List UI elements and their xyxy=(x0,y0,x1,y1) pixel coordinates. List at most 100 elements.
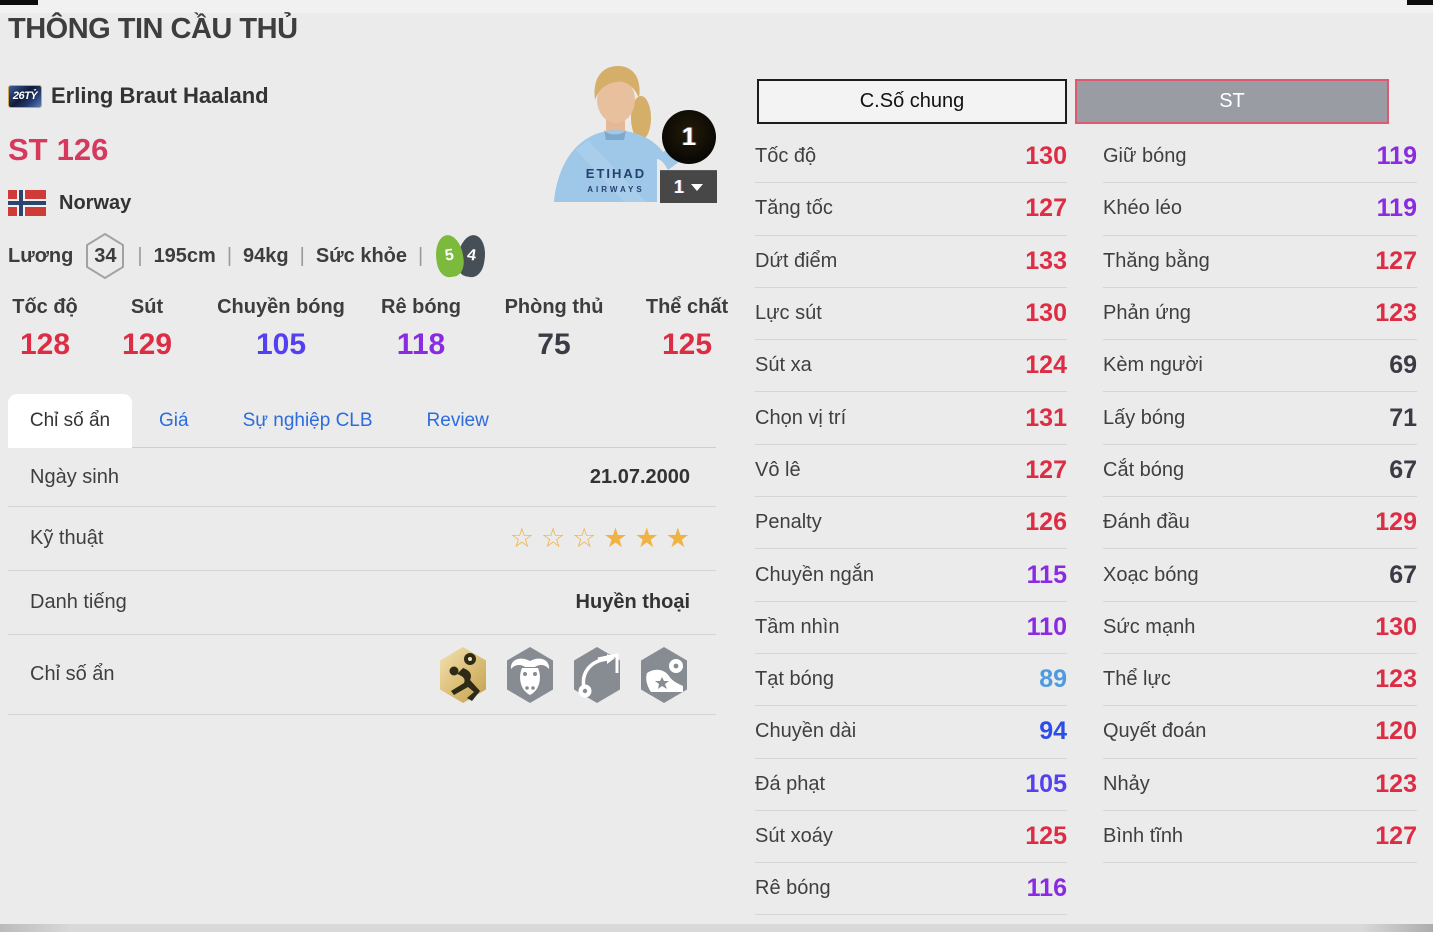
stat-row: Quyết đoán 120 xyxy=(1103,706,1417,759)
hidden-trait-icons xyxy=(437,646,690,704)
bicycle-kick-icon[interactable] xyxy=(437,646,489,704)
summary-stat-label: Sút xyxy=(130,296,164,318)
separator: | xyxy=(418,244,424,267)
hidden-traits-row: Chỉ số ẩn xyxy=(8,635,716,715)
card-upgrade-badge: 1 xyxy=(662,110,716,164)
stat-row: Giữ bóng 119 xyxy=(1103,131,1417,184)
stat-value: 105 xyxy=(1025,769,1067,798)
stat-label: Sức mạnh xyxy=(1103,615,1196,638)
stat-row: Nhảy 123 xyxy=(1103,759,1417,811)
stat-row: Phản ứng 123 xyxy=(1103,288,1417,341)
stat-value: 67 xyxy=(1389,560,1417,589)
stat-row: Tăng tốc 127 xyxy=(755,183,1067,236)
weight-value: 94kg xyxy=(243,244,289,267)
stat-row: Thăng bằng 127 xyxy=(1103,236,1417,288)
stat-label: Tầm nhìn xyxy=(755,615,840,638)
stat-value: 126 xyxy=(1025,508,1067,537)
height-value: 195cm xyxy=(153,244,216,267)
power-shot-icon[interactable] xyxy=(638,646,690,704)
birthdate-row: Ngày sinh 21.07.2000 xyxy=(8,449,716,507)
stat-label: Rê bóng xyxy=(755,877,831,900)
stat-value: 130 xyxy=(1375,612,1417,641)
stat-value: 124 xyxy=(1025,351,1067,380)
summary-stat-label: Chuyền bóng xyxy=(217,296,345,318)
tab-item[interactable]: Sự nghiệp CLB xyxy=(242,409,373,431)
stat-row: Rê bóng 116 xyxy=(755,863,1067,916)
stat-row: Vô lê 127 xyxy=(755,445,1067,498)
stat-row: Tầm nhìn 110 xyxy=(755,602,1067,654)
stat-label: Đánh đầu xyxy=(1103,511,1190,534)
stat-value: 123 xyxy=(1375,769,1417,798)
stat-label: Vô lê xyxy=(755,458,801,481)
curve-shot-icon[interactable] xyxy=(571,646,623,704)
detail-stats-right-column: Giữ bóng 119 Khéo léo 119 Thăng bằng 127… xyxy=(1103,131,1417,864)
stat-label: Phản ứng xyxy=(1103,302,1191,325)
technique-label: Kỹ thuật xyxy=(30,527,104,549)
stat-label: Penalty xyxy=(755,511,822,534)
stat-label: Dứt điểm xyxy=(755,249,838,272)
bottom-edge xyxy=(0,924,1433,932)
stat-row: Tạt bóng 89 xyxy=(755,654,1067,707)
stat-label: Quyết đoán xyxy=(1103,720,1207,743)
stat-label: Thể lực xyxy=(1103,668,1171,691)
summary-stat-value: 129 xyxy=(121,328,173,361)
card-count-dropdown[interactable]: 1 xyxy=(660,170,717,203)
stat-row: Sức mạnh 130 xyxy=(1103,602,1417,654)
tab-general-stats[interactable]: C.Số chung xyxy=(757,79,1067,124)
summary-stat-label: Tốc độ xyxy=(12,296,78,318)
stat-label: Nhảy xyxy=(1103,772,1150,795)
summary-stat: Tốc độ 128 xyxy=(12,296,78,362)
hidden-traits-label: Chỉ số ẩn xyxy=(30,663,115,685)
summary-stats: Tốc độ 128 Sút 129 Chuyền bóng 105 Rê bó… xyxy=(8,296,728,382)
jersey-sponsor-line2: AIRWAYS xyxy=(587,185,644,194)
stat-value: 131 xyxy=(1025,403,1067,432)
stat-value: 125 xyxy=(1025,822,1067,850)
card-count-value: 1 xyxy=(673,176,684,197)
salary-label: Lương xyxy=(8,244,74,267)
detail-stats-left-column: Tốc độ 130 Tăng tốc 127 Dứt điểm 133 Lực… xyxy=(755,131,1067,916)
stat-row: Penalty 126 xyxy=(755,497,1067,550)
stat-row: Sút xoáy 125 xyxy=(755,811,1067,864)
stat-label: Tạt bóng xyxy=(755,668,834,691)
stat-value: 127 xyxy=(1375,246,1417,275)
salary-value: 34 xyxy=(94,244,117,267)
bull-strength-icon[interactable] xyxy=(504,646,556,704)
rating-value: 126 xyxy=(56,132,109,167)
stat-value: 116 xyxy=(1026,874,1067,903)
separator: | xyxy=(299,244,305,267)
summary-stat: Rê bóng 118 xyxy=(381,296,461,362)
stat-value: 120 xyxy=(1375,717,1417,746)
page-title: THÔNG TIN CẦU THỦ xyxy=(8,13,298,45)
fame-value: Huyền thoại xyxy=(575,591,690,613)
tab-position-stats[interactable]: ST xyxy=(1075,79,1389,124)
summary-stat-label: Phòng thủ xyxy=(504,296,604,318)
stat-row: Tốc độ 130 xyxy=(755,131,1067,184)
stat-row: Đá phạt 105 xyxy=(755,759,1067,811)
stat-value: 123 xyxy=(1375,665,1417,694)
nationality-row: Norway xyxy=(8,190,131,216)
stat-value: 119 xyxy=(1376,194,1417,223)
tab-item[interactable]: Giá xyxy=(159,409,189,431)
stat-value: 110 xyxy=(1026,612,1067,641)
stat-label: Khéo léo xyxy=(1103,197,1182,220)
fame-row: Danh tiếng Huyền thoại xyxy=(8,571,716,635)
player-name-row: 26TỶ Erling Braut Haaland xyxy=(8,83,269,109)
stat-label: Tăng tốc xyxy=(755,197,833,220)
tab-item[interactable]: Review xyxy=(426,409,489,431)
stat-value: 133 xyxy=(1025,246,1067,275)
norway-flag-icon xyxy=(8,190,46,216)
hidden-stats-table: Ngày sinh 21.07.2000 Kỹ thuật ☆☆☆★★★ Dan… xyxy=(8,449,716,715)
summary-stat-value: 128 xyxy=(19,328,71,361)
stat-row: Lực sút 130 xyxy=(755,288,1067,341)
stat-row: Bình tĩnh 127 xyxy=(1103,811,1417,864)
price-badge: 26TỶ xyxy=(8,84,42,108)
summary-stat-label: Thể chất xyxy=(645,296,729,318)
tab-item[interactable]: Chỉ số ẩn xyxy=(8,394,132,448)
stat-row: Dứt điểm 133 xyxy=(755,236,1067,288)
position-label: ST xyxy=(8,132,48,167)
stat-label: Giữ bóng xyxy=(1103,145,1187,168)
stat-label: Xoạc bóng xyxy=(1103,563,1199,586)
stat-row: Sút xa 124 xyxy=(755,340,1067,393)
stat-value: 123 xyxy=(1375,299,1417,328)
stat-label: Chọn vị trí xyxy=(755,406,847,429)
